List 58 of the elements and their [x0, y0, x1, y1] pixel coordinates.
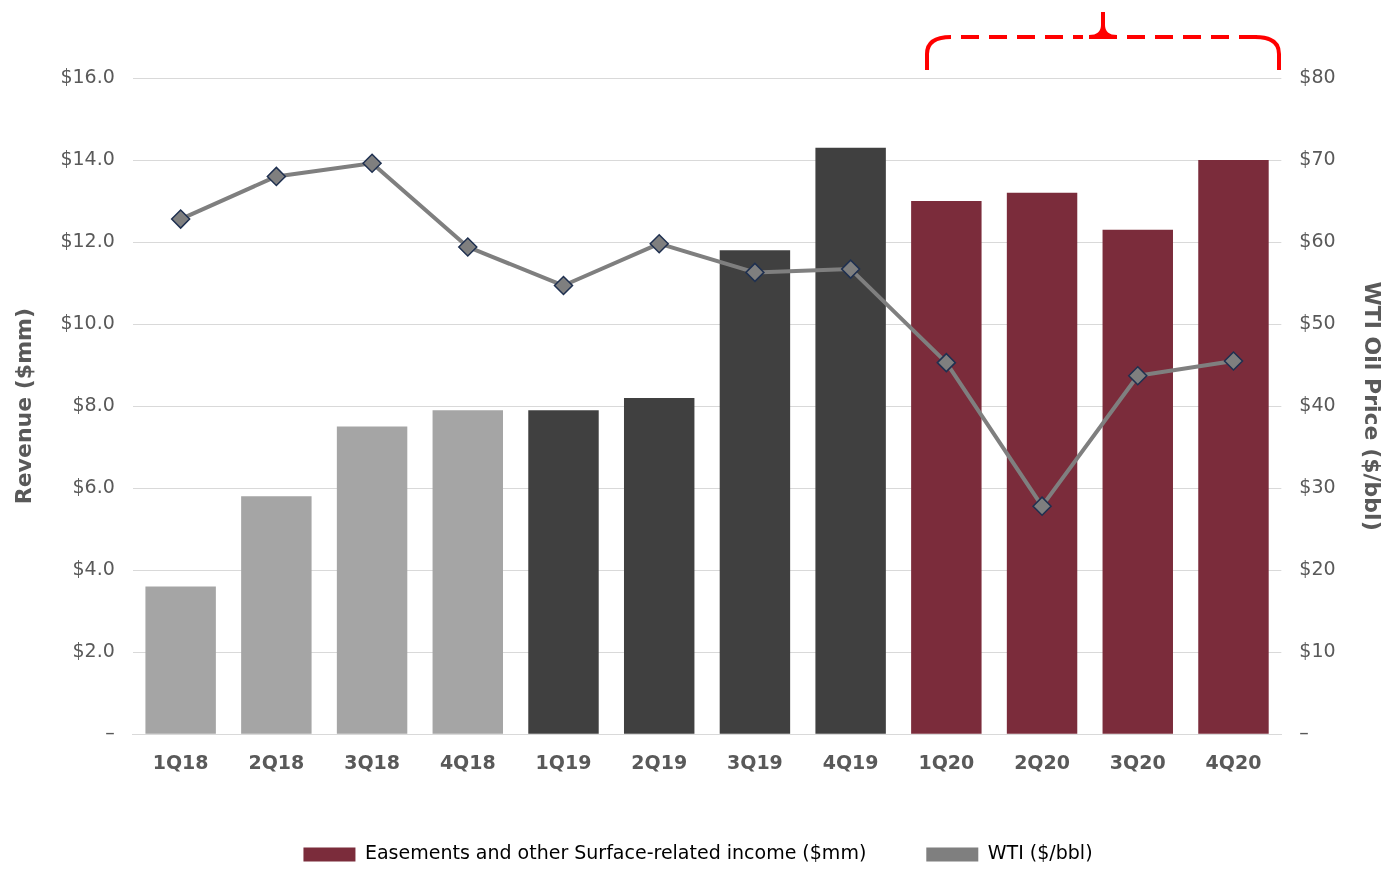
y-tick-label: $4.0 — [72, 557, 115, 580]
point — [1128, 366, 1148, 386]
bar — [911, 201, 982, 734]
x-tick-label: 1Q18 — [152, 750, 209, 773]
point — [649, 233, 669, 254]
x-tick-label: 3Q18 — [344, 750, 400, 773]
y-tick-label: $10.0 — [60, 311, 115, 334]
y-tick-label: – — [105, 721, 115, 744]
y-tick-label: $14.0 — [60, 146, 115, 169]
x-tick-label: 4Q19 — [822, 750, 879, 773]
y-tick-label: $6.0 — [72, 475, 115, 498]
y2-tick-label: $40 — [1299, 393, 1336, 416]
bar — [1198, 160, 1269, 734]
y2-tick-label: – — [1299, 721, 1309, 744]
point — [458, 237, 478, 257]
y-tick-label: $8.0 — [72, 393, 115, 416]
x-tick-label: 4Q18 — [439, 750, 496, 773]
point — [745, 262, 765, 283]
x-tick-label: 2Q19 — [631, 750, 688, 773]
y-axis-title: Revenue ($mm) — [10, 307, 36, 505]
y-tick-label: $16.0 — [60, 64, 115, 87]
y2-tick-label: $30 — [1299, 475, 1336, 498]
x-tick-label: 3Q19 — [727, 750, 783, 773]
bar — [528, 410, 599, 734]
y2-tick-label: $70 — [1299, 146, 1336, 169]
x-tick-label: 1Q19 — [535, 750, 592, 773]
bar — [815, 147, 886, 734]
bar — [145, 586, 216, 734]
y2-tick-label: $10 — [1299, 639, 1336, 662]
y-tick-label: $12.0 — [60, 228, 115, 251]
bar — [432, 410, 504, 734]
y2-tick-label: $60 — [1299, 228, 1336, 251]
y-tick-label: $2.0 — [72, 639, 115, 662]
x-tick-label: 3Q20 — [1109, 750, 1166, 773]
point — [170, 209, 191, 229]
y2-tick-label: $80 — [1299, 64, 1336, 87]
bar — [1102, 229, 1173, 734]
legend-label: Easements and other Surface-related income ($mm) — [364, 841, 867, 864]
bar — [1006, 192, 1078, 734]
legend-label: WTI ($/bbl) — [987, 841, 1093, 864]
x-tick-label: 1Q20 — [918, 750, 975, 773]
y2-tick-label: $20 — [1299, 557, 1336, 580]
x-tick-label: 4Q20 — [1205, 750, 1262, 773]
bar — [241, 496, 312, 734]
point — [1223, 351, 1244, 371]
y2-axis-title: WTI Oil Price ($/bbl) — [1360, 281, 1386, 531]
bar — [719, 250, 791, 734]
point — [266, 166, 287, 187]
point — [553, 275, 574, 296]
point — [840, 259, 861, 279]
y2-tick-label: $50 — [1299, 311, 1336, 334]
point — [936, 352, 957, 373]
bar — [623, 397, 695, 734]
bar — [336, 426, 408, 734]
point — [1032, 496, 1052, 516]
x-tick-label: 2Q20 — [1014, 750, 1070, 773]
x-tick-label: 2Q18 — [248, 750, 305, 773]
point — [362, 153, 382, 174]
